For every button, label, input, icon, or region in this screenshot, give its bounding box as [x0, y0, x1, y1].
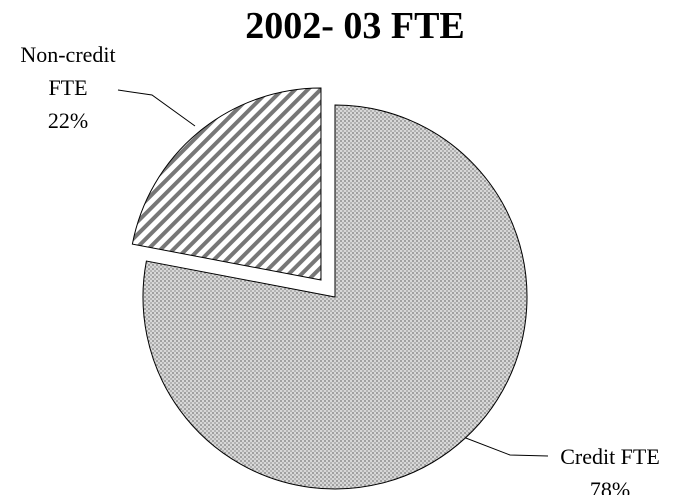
pie-slice	[142, 104, 528, 490]
pie-slice	[131, 87, 322, 281]
value-label: 78%	[589, 477, 631, 495]
value-label: 22%	[47, 108, 89, 133]
leader-line	[444, 429, 549, 457]
slice-label: Non-credit FTE 22%	[8, 38, 128, 137]
slice-label: Credit FTE 78%	[540, 440, 680, 495]
chart-title: 2002- 03 FTE	[245, 5, 465, 47]
category-label: Credit FTE	[560, 444, 660, 469]
category-label: Non-credit FTE	[20, 42, 116, 100]
leader-line	[117, 89, 196, 127]
